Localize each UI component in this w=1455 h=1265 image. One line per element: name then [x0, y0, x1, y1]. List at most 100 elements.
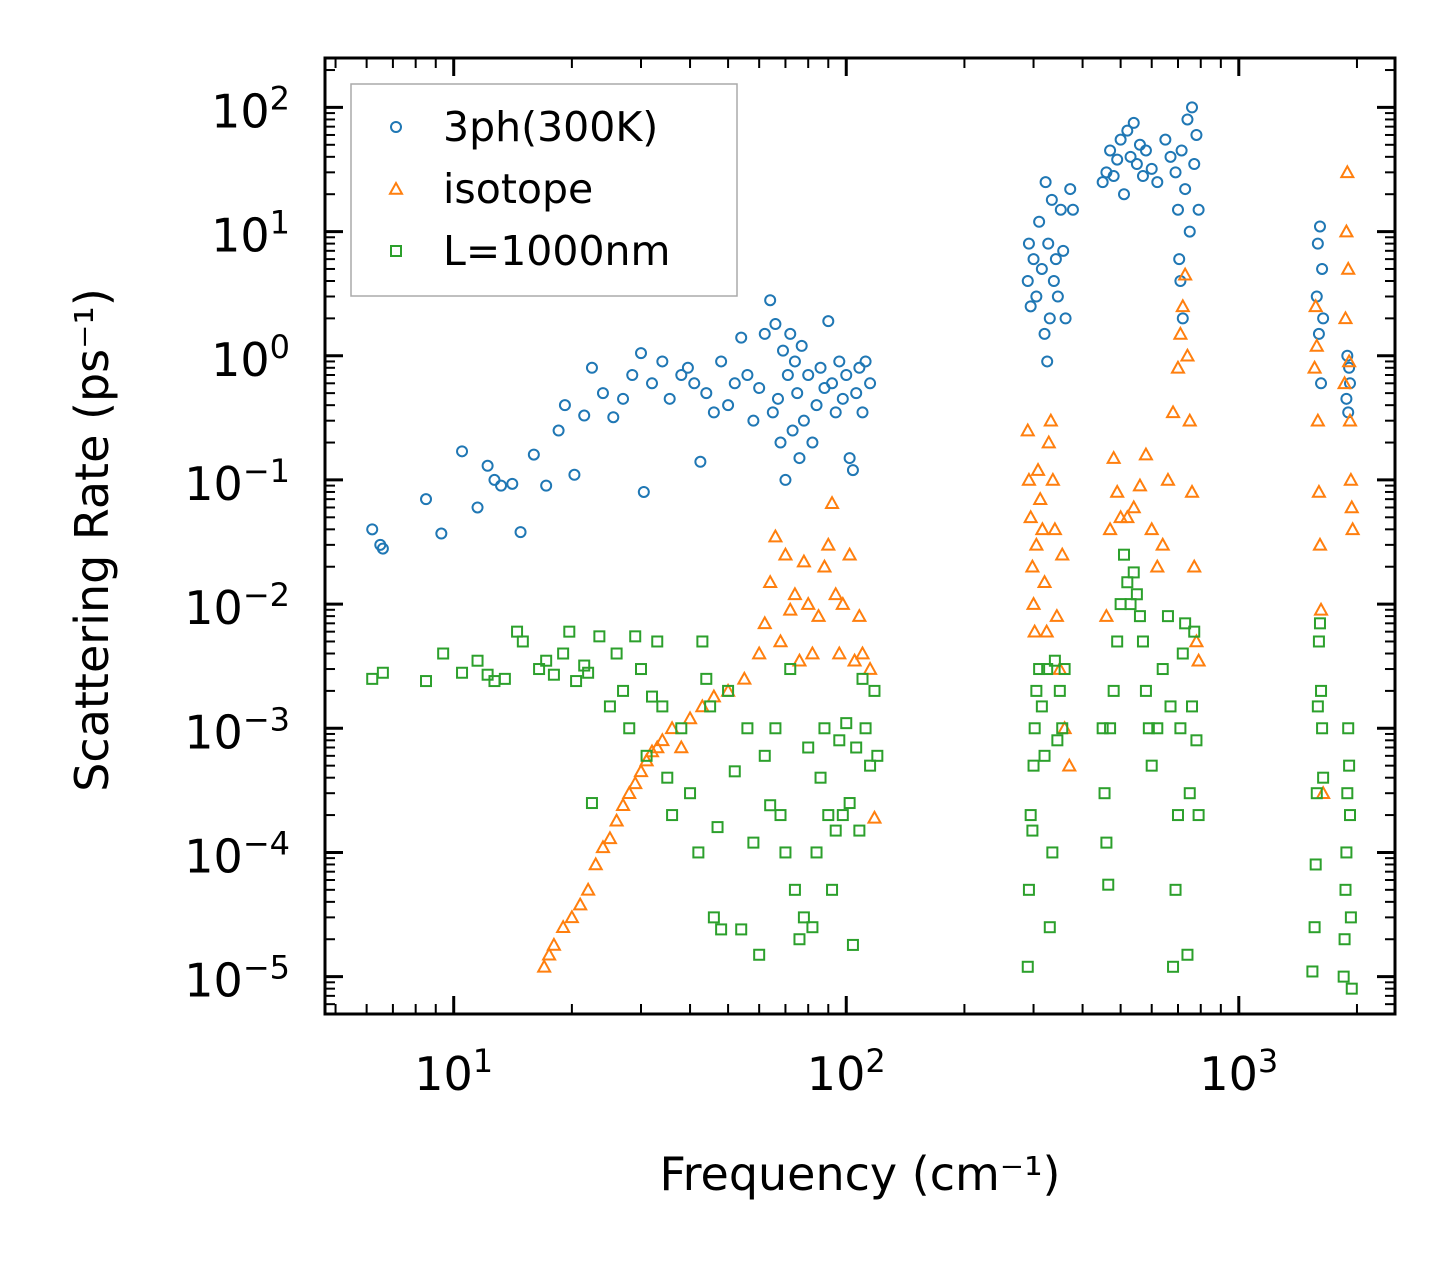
- legend-marker: [390, 245, 402, 257]
- data-point: [840, 368, 853, 381]
- data-point: [582, 666, 595, 679]
- data-point: [656, 355, 669, 368]
- data-point: [1038, 749, 1051, 762]
- data-point: [654, 732, 671, 747]
- data-point: [1104, 722, 1117, 735]
- data-point: [1343, 471, 1359, 486]
- data-point: [673, 739, 690, 754]
- data-point: [722, 399, 735, 412]
- data-point: [715, 355, 728, 368]
- data-point: [578, 409, 591, 422]
- data-point: [1119, 509, 1136, 524]
- series-0: [366, 101, 1356, 555]
- data-point: [481, 668, 494, 681]
- data-point: [456, 666, 469, 679]
- data-point: [595, 839, 611, 854]
- data-point: [607, 411, 620, 424]
- data-point: [437, 647, 450, 660]
- data-point: [814, 361, 827, 374]
- data-point: [833, 355, 846, 368]
- data-point: [741, 368, 754, 381]
- data-point: [824, 495, 840, 509]
- data-point: [1111, 153, 1124, 166]
- data-point: [481, 459, 494, 472]
- data-point: [623, 722, 636, 735]
- data-point: [1139, 684, 1152, 697]
- data-point: [536, 958, 552, 973]
- data-point: [1165, 404, 1181, 419]
- data-point: [635, 663, 648, 676]
- data-point: [1024, 300, 1037, 313]
- data-point: [774, 809, 787, 822]
- data-point: [782, 601, 798, 616]
- data-point: [856, 672, 869, 685]
- y-tick-label: 10−2: [184, 576, 290, 635]
- data-point: [751, 645, 767, 660]
- data-point: [1049, 608, 1065, 622]
- data-point: [1049, 253, 1062, 266]
- data-point: [1045, 193, 1058, 206]
- data-point: [1142, 722, 1155, 735]
- data-point: [1021, 960, 1034, 973]
- data-point: [758, 327, 771, 340]
- data-point: [1130, 588, 1143, 601]
- data-point: [547, 668, 560, 681]
- data-point: [1041, 355, 1054, 368]
- data-point: [1053, 684, 1066, 697]
- data-point: [1188, 633, 1205, 648]
- data-point: [800, 596, 816, 610]
- series-1: [536, 164, 1361, 973]
- data-point: [1192, 203, 1205, 216]
- y-tick-label: 102: [211, 79, 290, 138]
- data-point: [588, 856, 604, 871]
- data-point: [1042, 237, 1055, 250]
- data-point: [633, 763, 649, 778]
- data-point: [1124, 598, 1137, 611]
- data-point: [1315, 377, 1328, 390]
- data-point: [692, 846, 705, 859]
- axis-ticks: [325, 58, 1395, 1014]
- data-point: [1102, 878, 1115, 891]
- data-point: [540, 654, 553, 667]
- data-point: [1164, 700, 1177, 713]
- data-point: [850, 741, 863, 754]
- data-point: [514, 526, 527, 539]
- data-point: [603, 700, 616, 713]
- data-point: [1034, 521, 1051, 536]
- data-point: [1311, 237, 1324, 250]
- data-point: [735, 923, 748, 936]
- data-point: [1342, 412, 1358, 427]
- data-point: [585, 361, 598, 374]
- data-point: [572, 896, 588, 911]
- data-point: [1056, 722, 1069, 735]
- data-point: [1054, 546, 1070, 561]
- data-point: [1028, 722, 1041, 735]
- data-point: [635, 347, 648, 360]
- data-point: [777, 546, 794, 561]
- data-point: [637, 485, 650, 498]
- data-point: [1132, 477, 1148, 492]
- data-point: [1144, 521, 1160, 536]
- data-point: [1121, 576, 1134, 589]
- data-point: [846, 464, 859, 477]
- data-point: [722, 684, 735, 697]
- data-point: [753, 381, 766, 394]
- data-point: [810, 399, 823, 412]
- data-point: [1043, 312, 1056, 325]
- data-point: [1057, 244, 1070, 257]
- data-point: [1167, 960, 1180, 973]
- data-point: [1317, 312, 1330, 325]
- data-point: [700, 387, 713, 400]
- y-tick-label: 10−4: [184, 824, 290, 883]
- data-point: [1127, 116, 1140, 129]
- data-point: [1118, 548, 1131, 561]
- data-point: [1022, 883, 1035, 896]
- data-point: [1130, 158, 1143, 171]
- data-point: [617, 392, 630, 405]
- data-point: [366, 523, 379, 536]
- data-point: [646, 690, 659, 703]
- data-point: [1169, 166, 1182, 179]
- data-point: [1336, 375, 1353, 390]
- data-point: [791, 652, 808, 667]
